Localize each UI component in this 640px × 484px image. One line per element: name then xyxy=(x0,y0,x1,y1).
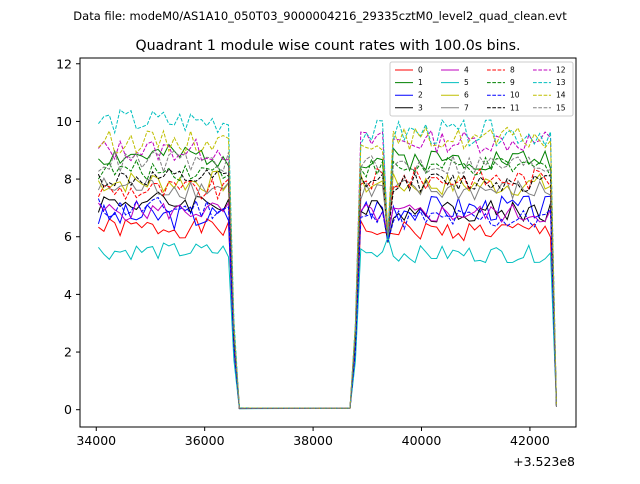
x-tick-label: 42000 xyxy=(510,433,550,448)
y-tick-label: 6 xyxy=(64,229,72,244)
legend-label-8: 8 xyxy=(510,66,515,75)
y-tick-label: 0 xyxy=(64,402,72,417)
series-line-3 xyxy=(97,191,557,409)
series-line-10 xyxy=(97,196,557,409)
y-tick-label: 2 xyxy=(64,345,72,360)
series-line-4 xyxy=(97,199,557,410)
series-line-12 xyxy=(98,129,557,409)
series-line-2 xyxy=(97,195,557,410)
x-axis: 34000 36000 38000 40000 42000 xyxy=(76,427,550,448)
x-tick-label: 36000 xyxy=(185,433,225,448)
series-line-13 xyxy=(98,108,557,409)
y-tick-label: 10 xyxy=(56,114,72,129)
series-line-5 xyxy=(98,235,557,410)
x-offset-label: +3.523e8 xyxy=(513,454,575,469)
legend-label-2: 2 xyxy=(418,91,423,100)
x-tick-label: 34000 xyxy=(76,433,116,448)
legend-label-6: 6 xyxy=(464,91,469,100)
y-tick-label: 4 xyxy=(64,287,72,302)
figure-suptitle: Data file: modeM0/AS1A10_050T03_90000042… xyxy=(73,9,567,23)
series-line-7 xyxy=(97,177,557,409)
legend-label-12: 12 xyxy=(556,66,566,75)
legend-label-4: 4 xyxy=(464,66,469,75)
chart-title: Quadrant 1 module wise count rates with … xyxy=(135,38,520,54)
plot-lines xyxy=(97,108,557,410)
series-line-1 xyxy=(98,143,557,409)
legend-label-7: 7 xyxy=(464,103,469,112)
x-tick-label: 40000 xyxy=(402,433,442,448)
legend-label-3: 3 xyxy=(418,103,423,112)
legend-label-14: 14 xyxy=(556,91,566,100)
legend-label-15: 15 xyxy=(556,103,566,112)
legend-label-1: 1 xyxy=(418,78,423,87)
plot-frame xyxy=(79,57,577,428)
series-line-14 xyxy=(98,126,557,409)
legend-label-5: 5 xyxy=(464,78,469,87)
series-line-15 xyxy=(98,149,557,409)
x-tick-label: 38000 xyxy=(293,433,333,448)
series-line-11 xyxy=(97,168,557,409)
series-line-0 xyxy=(98,216,557,410)
y-tick-label: 12 xyxy=(56,56,72,71)
legend-label-11: 11 xyxy=(510,103,520,112)
y-tick-label: 8 xyxy=(64,172,72,187)
legend-label-13: 13 xyxy=(556,78,566,87)
series-line-6 xyxy=(97,170,557,409)
legend-label-10: 10 xyxy=(510,91,520,100)
series-line-8 xyxy=(97,166,557,409)
y-axis: 0 2 4 6 8 10 12 xyxy=(56,56,80,417)
series-line-9 xyxy=(97,156,557,409)
legend-box xyxy=(389,61,574,117)
legend-label-9: 9 xyxy=(510,78,515,87)
legend-label-0: 0 xyxy=(418,66,423,75)
